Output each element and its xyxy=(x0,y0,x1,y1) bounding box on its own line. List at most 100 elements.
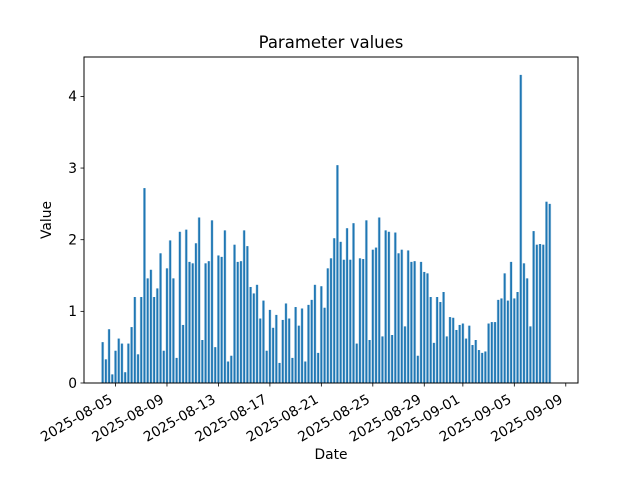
bar xyxy=(278,362,281,383)
bar xyxy=(445,336,448,383)
y-axis-tick-label: 4 xyxy=(68,89,77,105)
bar xyxy=(510,261,512,383)
bar xyxy=(342,259,345,383)
bar xyxy=(207,261,210,383)
bar xyxy=(272,327,275,383)
bar xyxy=(404,326,406,383)
bar xyxy=(288,318,291,383)
bar xyxy=(371,249,374,383)
bar xyxy=(211,220,213,383)
bar xyxy=(452,317,455,383)
bar xyxy=(104,359,107,383)
bar xyxy=(108,329,110,383)
bar xyxy=(362,259,365,383)
bar xyxy=(397,253,400,383)
bar xyxy=(143,188,146,383)
y-axis-tick-label: 0 xyxy=(68,376,77,392)
bar xyxy=(198,217,201,383)
bar xyxy=(191,263,194,383)
bar xyxy=(532,231,535,383)
bar xyxy=(188,261,191,383)
x-axis-label: Date xyxy=(314,447,348,463)
bar xyxy=(201,340,204,383)
bar xyxy=(539,244,541,383)
bar xyxy=(487,323,490,383)
bar xyxy=(294,307,297,383)
bar xyxy=(465,338,467,383)
bar xyxy=(124,372,127,383)
bar xyxy=(281,319,284,383)
bar xyxy=(249,286,252,383)
bar xyxy=(166,268,168,383)
bar xyxy=(439,302,442,383)
bar xyxy=(484,351,487,383)
bar xyxy=(413,261,416,383)
bar xyxy=(172,278,175,383)
bar xyxy=(339,241,342,383)
bar xyxy=(420,261,422,383)
bar xyxy=(169,240,172,383)
bar xyxy=(494,322,496,383)
bar xyxy=(529,326,532,383)
bar xyxy=(523,263,525,383)
bar xyxy=(233,244,236,383)
bar xyxy=(526,278,529,383)
bar xyxy=(352,223,355,383)
bar xyxy=(407,250,410,383)
bar xyxy=(214,347,217,383)
bar xyxy=(429,297,432,383)
y-axis-label: Value xyxy=(39,201,55,239)
bar xyxy=(140,297,143,383)
bar xyxy=(185,229,188,383)
bar xyxy=(230,355,233,383)
bar xyxy=(365,220,368,383)
bar xyxy=(285,303,287,383)
bar xyxy=(297,325,300,383)
bar xyxy=(394,232,397,383)
bar xyxy=(468,325,471,383)
bar xyxy=(548,203,551,383)
bar xyxy=(400,249,403,383)
bar xyxy=(275,314,278,383)
bar xyxy=(474,340,477,383)
bar xyxy=(323,307,326,383)
bar xyxy=(542,244,545,383)
bar xyxy=(162,350,165,383)
bar xyxy=(223,230,226,383)
bar xyxy=(175,357,178,383)
bar xyxy=(304,361,307,383)
bar xyxy=(256,284,258,383)
bar xyxy=(150,269,152,383)
bar xyxy=(442,292,445,383)
bar xyxy=(381,336,384,383)
bar xyxy=(265,350,268,383)
bar xyxy=(506,300,509,383)
bar xyxy=(252,293,255,383)
bar xyxy=(503,273,506,383)
bar xyxy=(146,278,149,383)
bar xyxy=(458,324,461,383)
bar xyxy=(535,244,538,383)
bar xyxy=(121,343,123,383)
bar xyxy=(326,268,329,383)
chart-title: Parameter values xyxy=(258,33,404,52)
bar xyxy=(478,350,480,383)
bar xyxy=(378,217,381,383)
bar xyxy=(291,357,294,383)
bar xyxy=(497,299,500,383)
bar xyxy=(195,243,197,383)
bar xyxy=(240,261,242,383)
bar xyxy=(130,327,133,383)
bar xyxy=(137,354,139,383)
bar xyxy=(391,335,394,383)
bar xyxy=(349,259,352,383)
bar xyxy=(368,340,371,383)
bar xyxy=(204,263,207,383)
bar xyxy=(513,298,516,383)
bar xyxy=(387,231,390,383)
bar xyxy=(384,230,387,383)
bar xyxy=(545,201,548,383)
bar xyxy=(156,288,159,383)
